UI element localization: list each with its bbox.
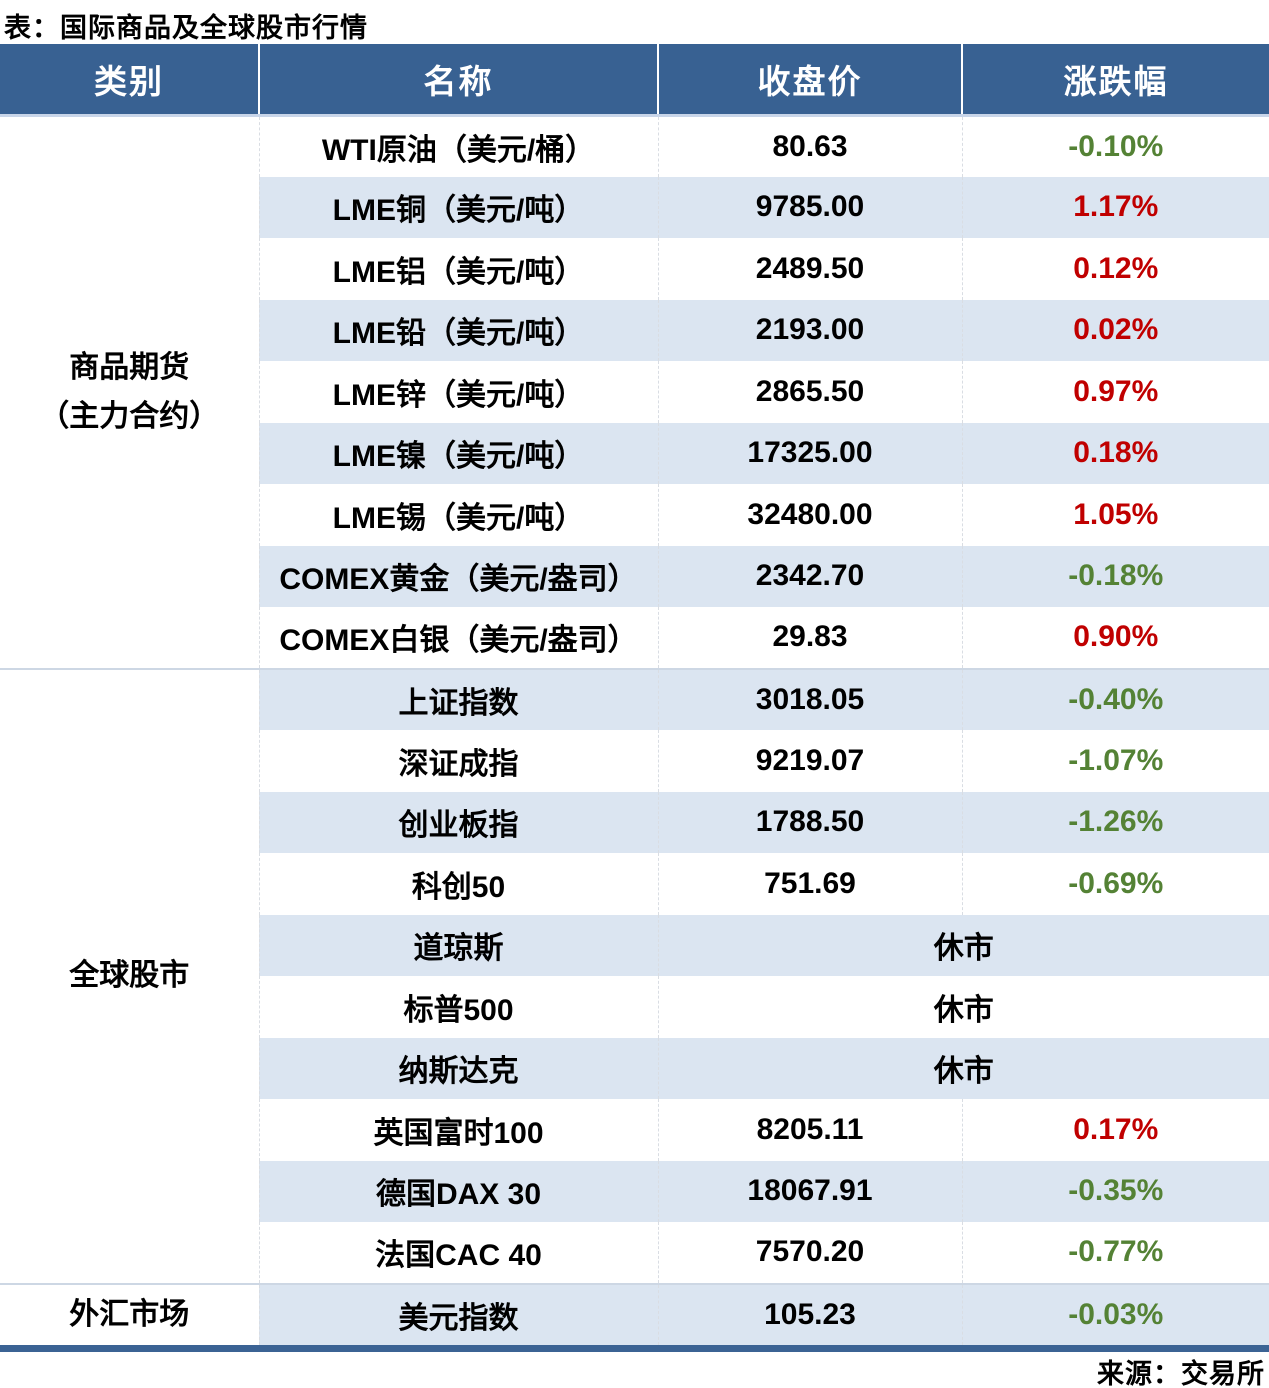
table-row: LME铅（美元/吨） 2193.00 0.02% bbox=[0, 299, 1269, 361]
column-header-category: 类别 bbox=[0, 44, 260, 117]
category-label: 全球股市 bbox=[69, 959, 190, 993]
market-table: 类别 名称 收盘价 涨跌幅 商品期货 （主力合约） WTI原油（美元/桶） 80.63… bbox=[0, 44, 1269, 1345]
close-price-cell: 80.63 bbox=[658, 115, 963, 177]
change-percent-cell: -0.69% bbox=[962, 853, 1269, 915]
instrument-name-cell: 标普500 bbox=[259, 976, 659, 1038]
category-label: 外汇市场 bbox=[69, 1298, 190, 1331]
instrument-name-cell: 创业板指 bbox=[259, 791, 659, 853]
close-price-cell: 32480.00 bbox=[658, 484, 963, 546]
source-note: 来源：交易所 bbox=[1097, 1359, 1265, 1388]
instrument-name-cell: 道琼斯 bbox=[259, 914, 659, 976]
table-row: COMEX白银（美元/盎司） 29.83 0.90% bbox=[0, 607, 1269, 669]
table-row: LME铜（美元/吨） 9785.00 1.17% bbox=[0, 176, 1269, 238]
instrument-name-cell: LME铝（美元/吨） bbox=[259, 238, 659, 300]
instrument-name-cell: LME镍（美元/吨） bbox=[259, 422, 659, 484]
instrument-name-cell: 纳斯达克 bbox=[259, 1037, 659, 1099]
change-percent-cell: 1.17% bbox=[962, 176, 1269, 238]
table-row: 外汇市场 美元指数 105.23 -0.03% bbox=[0, 1282, 1269, 1345]
table-row: 标普500 休市 bbox=[0, 976, 1269, 1038]
change-percent-cell: 0.02% bbox=[962, 299, 1269, 361]
instrument-name-cell: 深证成指 bbox=[259, 730, 659, 792]
close-price-cell: 751.69 bbox=[658, 853, 963, 915]
change-percent-cell: -0.77% bbox=[962, 1222, 1269, 1284]
close-price-cell: 17325.00 bbox=[658, 422, 963, 484]
instrument-name-cell: LME锡（美元/吨） bbox=[259, 484, 659, 546]
table-row: 道琼斯 休市 bbox=[0, 914, 1269, 976]
table-row: 深证成指 9219.07 -1.07% bbox=[0, 730, 1269, 792]
instrument-name-cell: 美元指数 bbox=[259, 1282, 659, 1345]
close-price-cell: 2865.50 bbox=[658, 361, 963, 423]
table-bottom-border bbox=[0, 1345, 1269, 1352]
close-price-cell: 29.83 bbox=[658, 607, 963, 669]
instrument-name-cell: COMEX黄金（美元/盎司） bbox=[259, 545, 659, 607]
change-percent-cell: -1.07% bbox=[962, 730, 1269, 792]
change-percent-cell: 0.90% bbox=[962, 607, 1269, 669]
change-percent-cell: 0.12% bbox=[962, 238, 1269, 300]
close-price-cell: 1788.50 bbox=[658, 791, 963, 853]
table-row: 全球股市 上证指数 3018.05 -0.40% bbox=[0, 667, 1269, 1284]
table-row: 商品期货 （主力合约） WTI原油（美元/桶） 80.63 -0.10% bbox=[0, 115, 1269, 669]
market-closed-cell: 休市 bbox=[658, 914, 1269, 976]
instrument-name-cell: 法国CAC 40 bbox=[259, 1222, 659, 1284]
instrument-name-cell: LME铅（美元/吨） bbox=[259, 299, 659, 361]
close-price-cell: 3018.05 bbox=[658, 667, 963, 730]
close-price-cell: 9785.00 bbox=[658, 176, 963, 238]
close-price-cell: 8205.11 bbox=[658, 1099, 963, 1161]
table-header: 类别 名称 收盘价 涨跌幅 bbox=[0, 44, 1269, 117]
category-label: （主力合约） bbox=[39, 400, 220, 433]
change-percent-cell: 0.97% bbox=[962, 361, 1269, 423]
change-percent-cell: -0.35% bbox=[962, 1160, 1269, 1222]
change-percent-cell: 0.18% bbox=[962, 422, 1269, 484]
column-header-close: 收盘价 bbox=[658, 44, 963, 117]
table-row: 纳斯达克 休市 bbox=[0, 1037, 1269, 1099]
instrument-name-cell: COMEX白银（美元/盎司） bbox=[259, 607, 659, 669]
instrument-name-cell: 上证指数 bbox=[259, 667, 659, 730]
close-price-cell: 7570.20 bbox=[658, 1222, 963, 1284]
table-row: LME铝（美元/吨） 2489.50 0.12% bbox=[0, 238, 1269, 300]
category-cell: 全球股市 bbox=[0, 667, 260, 1284]
market-closed-cell: 休市 bbox=[658, 976, 1269, 1038]
instrument-name-cell: 德国DAX 30 bbox=[259, 1160, 659, 1222]
table-row: COMEX黄金（美元/盎司） 2342.70 -0.18% bbox=[0, 545, 1269, 607]
table-row: LME锌（美元/吨） 2865.50 0.97% bbox=[0, 361, 1269, 423]
category-label: 商品期货 bbox=[69, 350, 190, 384]
instrument-name-cell: LME锌（美元/吨） bbox=[259, 361, 659, 423]
instrument-name-cell: WTI原油（美元/桶） bbox=[259, 115, 659, 177]
table-title: 表：国际商品及全球股市行情 bbox=[4, 13, 368, 43]
market-closed-cell: 休市 bbox=[658, 1037, 1269, 1099]
change-percent-cell: -0.40% bbox=[962, 667, 1269, 730]
table-body: 商品期货 （主力合约） WTI原油（美元/桶） 80.63 -0.10% LME铜（美元/… bbox=[0, 115, 1269, 1345]
close-price-cell: 2489.50 bbox=[658, 238, 963, 300]
table-row: 德国DAX 30 18067.91 -0.35% bbox=[0, 1160, 1269, 1222]
table-row: 创业板指 1788.50 -1.26% bbox=[0, 791, 1269, 853]
table-row: LME锡（美元/吨） 32480.00 1.05% bbox=[0, 484, 1269, 546]
change-percent-cell: -1.26% bbox=[962, 791, 1269, 853]
change-percent-cell: 1.05% bbox=[962, 484, 1269, 546]
table-row: 英国富时100 8205.11 0.17% bbox=[0, 1099, 1269, 1161]
instrument-name-cell: 英国富时100 bbox=[259, 1099, 659, 1161]
close-price-cell: 2193.00 bbox=[658, 299, 963, 361]
change-percent-cell: -0.18% bbox=[962, 545, 1269, 607]
table-row: 科创50 751.69 -0.69% bbox=[0, 853, 1269, 915]
change-percent-cell: 0.17% bbox=[962, 1099, 1269, 1161]
header-row: 类别 名称 收盘价 涨跌幅 bbox=[0, 44, 1269, 117]
category-cell: 商品期货 （主力合约） bbox=[0, 115, 260, 669]
instrument-name-cell: 科创50 bbox=[259, 853, 659, 915]
change-percent-cell: -0.10% bbox=[962, 115, 1269, 177]
column-header-change: 涨跌幅 bbox=[962, 44, 1269, 117]
instrument-name-cell: LME铜（美元/吨） bbox=[259, 176, 659, 238]
table-row: 法国CAC 40 7570.20 -0.77% bbox=[0, 1222, 1269, 1284]
close-price-cell: 2342.70 bbox=[658, 545, 963, 607]
category-cell: 外汇市场 bbox=[0, 1282, 260, 1345]
column-header-name: 名称 bbox=[259, 44, 659, 117]
table-row: LME镍（美元/吨） 17325.00 0.18% bbox=[0, 422, 1269, 484]
close-price-cell: 105.23 bbox=[658, 1282, 963, 1345]
change-percent-cell: -0.03% bbox=[962, 1282, 1269, 1345]
close-price-cell: 18067.91 bbox=[658, 1160, 963, 1222]
close-price-cell: 9219.07 bbox=[658, 730, 963, 792]
